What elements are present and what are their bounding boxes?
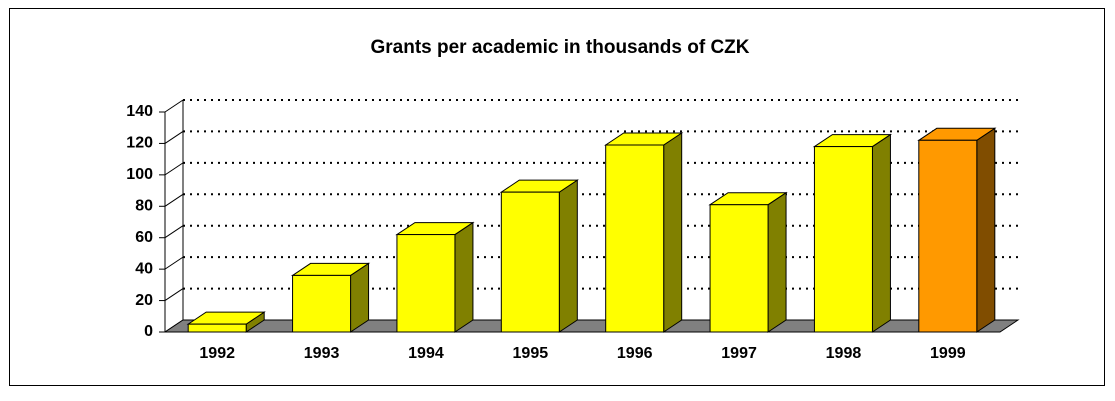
y-tick-label: 100 (126, 166, 153, 183)
chart-title: Grants per academic in thousands of CZK (370, 37, 749, 58)
bar-side (558, 179, 578, 333)
bar-side (976, 127, 996, 333)
x-tick-label: 1997 (721, 345, 757, 362)
y-tick-label: 0 (144, 323, 153, 340)
y-tick-label: 80 (135, 198, 153, 215)
bar (187, 323, 247, 333)
x-tick-label: 1992 (199, 345, 235, 362)
bar (500, 191, 560, 333)
x-tick-label: 1994 (408, 345, 444, 362)
bar (709, 204, 769, 333)
y-tick-depth (164, 131, 184, 144)
bar-side (663, 132, 683, 333)
x-tick-label: 1993 (304, 345, 340, 362)
x-tick-label: 1996 (617, 345, 653, 362)
y-tick-depth (164, 288, 184, 301)
y-tick-label: 60 (135, 229, 153, 246)
bar (396, 234, 456, 333)
y-tick-depth (164, 225, 184, 239)
bar (813, 146, 873, 333)
bar-side (871, 133, 891, 333)
y-tick-depth (164, 193, 184, 207)
y-tick-label: 120 (126, 135, 153, 152)
y-tick-label: 20 (135, 292, 153, 309)
bar-side (767, 191, 787, 333)
bar (605, 144, 665, 333)
x-tick-label: 1995 (513, 345, 549, 362)
y-tick-depth (164, 99, 184, 113)
bar (918, 139, 978, 333)
x-tick-label: 1998 (826, 345, 862, 362)
y-tick-label: 40 (135, 260, 153, 277)
y-tick-depth (164, 162, 184, 176)
bar-side (454, 221, 474, 333)
bar (292, 274, 352, 333)
y-tick-label: 140 (126, 103, 153, 120)
y-tick-depth (164, 256, 184, 270)
x-tick-label: 1999 (930, 345, 966, 362)
